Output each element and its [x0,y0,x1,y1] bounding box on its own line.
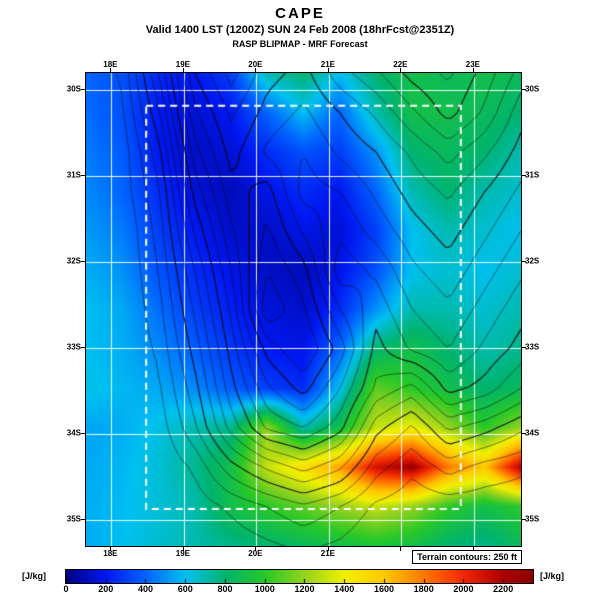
y-axis-label-left: 31S [66,170,81,180]
colorbar-tick-label: 200 [98,584,114,594]
y-axis-label-left: 30S [66,84,81,94]
axis-tick [522,89,526,91]
y-axis-label-right: 30S [525,84,540,94]
y-axis-label-right: 34S [525,428,540,438]
colorbar-tick-label: 2200 [493,584,514,594]
axis-tick [110,547,112,551]
colorbar [65,569,534,584]
y-axis-label-right: 35S [525,514,540,524]
cape-heatmap-canvas [86,73,521,546]
x-axis-label-bottom: 21E [320,549,335,558]
colorbar-tick-label: 1800 [413,584,434,594]
colorbar-tick-labels: 0 200 400 600 800 1000 1200 1400 1600 1800 2000 220… [63,584,533,596]
colorbar-tick-label: 1200 [294,584,315,594]
x-axis-label-top: 21E [320,60,335,69]
axis-tick [522,433,526,435]
colorbar-tick-label: 1000 [254,584,275,594]
axis-tick [182,547,184,551]
y-axis-label-right: 33S [525,342,540,352]
x-axis-label-bottom: 20E [248,549,263,558]
x-axis-label-top: 19E [175,60,190,69]
model-forecast-line: RASP BLIPMAP - MRF Forecast [232,39,368,49]
axis-tick [522,175,526,177]
axis-tick [255,547,257,551]
colorbar-tick-label: 2000 [453,584,474,594]
axis-tick [327,547,329,551]
x-axis-label-bottom: 18E [103,549,118,558]
y-axis-label-left: 35S [66,514,81,524]
colorbar-tick-label: 1400 [334,584,355,594]
axis-tick [400,547,402,551]
map-plot [85,72,522,547]
y-axis-label-left: 33S [66,342,81,352]
y-axis-label-right: 32S [525,256,540,266]
colorbar-unit-left: [J/kg] [22,571,47,581]
x-axis-label-top: 18E [103,60,118,69]
terrain-contours-note: Terrain contours: 250 ft [412,550,522,564]
axis-tick [522,519,526,521]
x-axis-label-bottom: 19E [175,549,190,558]
colorbar-tick-label: 1600 [373,584,394,594]
x-axis-label-top: 23E [465,60,480,69]
x-axis-label-top: 22E [393,60,408,69]
colorbar-tick-label: 600 [177,584,193,594]
axis-tick [522,261,526,263]
y-axis-label-left: 34S [66,428,81,438]
valid-time-line: Valid 1400 LST (1200Z) SUN 24 Feb 2008 (… [145,24,455,36]
colorbar-tick-label: 800 [217,584,233,594]
colorbar-unit-right: [J/kg] [540,571,565,581]
colorbar-tick-label: 0 [63,584,69,594]
y-axis-label-right: 31S [525,170,540,180]
chart-title: CAPE [275,5,325,22]
x-axis-label-top: 20E [248,60,263,69]
axis-tick [522,347,526,349]
colorbar-tick-label: 400 [137,584,153,594]
y-axis-label-left: 32S [66,256,81,266]
